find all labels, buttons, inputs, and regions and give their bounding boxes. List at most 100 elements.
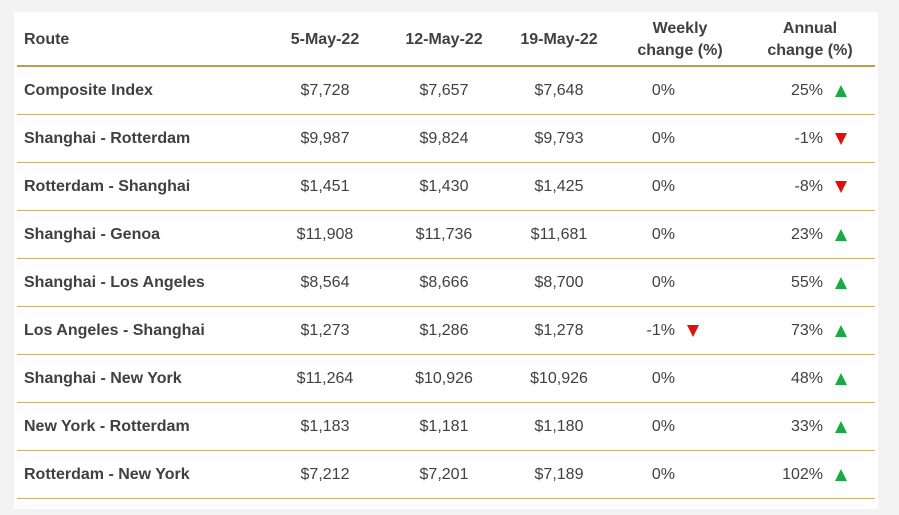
table-row: Rotterdam - New York $7,212 $7,201 $7,189 0%…	[17, 450, 875, 499]
change-value: 0%	[651, 177, 675, 195]
arrow-down-icon	[833, 180, 849, 193]
header-annual-label: Annual change (%)	[767, 20, 853, 59]
weekly-change-cell: 0%	[615, 354, 745, 403]
header-annual-change: Annual change (%)	[745, 15, 875, 67]
arrow-up-icon	[833, 420, 849, 433]
table-row: Shanghai - New York $11,264 $10,926 $10,926…	[17, 354, 875, 403]
table-row: Los Angeles - Shanghai $1,273 $1,286 $1,278…	[17, 306, 875, 355]
price-cell-date-3: $1,425	[503, 162, 615, 211]
annual-change-cell: 48%	[745, 354, 875, 403]
change-value: -1%	[646, 321, 675, 339]
price-cell-date-3: $11,681	[503, 210, 615, 259]
change-value-group: 25%	[745, 82, 849, 100]
change-value: 55%	[790, 273, 823, 291]
route-cell: Shanghai - Rotterdam	[17, 114, 265, 163]
route-cell: Shanghai - Genoa	[17, 210, 265, 259]
table-row: Composite Index $7,728 $7,657 $7,648 0% 25%	[17, 66, 875, 115]
route-cell: Shanghai - Los Angeles	[17, 258, 265, 307]
price-cell-date-1: $7,212	[265, 450, 385, 499]
header-weekly-change: Weekly change (%)	[615, 15, 745, 67]
annual-change-cell: 23%	[745, 210, 875, 259]
weekly-change-cell: 0%	[615, 450, 745, 499]
route-cell: New York - Rotterdam	[17, 402, 265, 451]
change-value: 0%	[651, 417, 675, 435]
price-cell-date-2: $8,666	[385, 258, 503, 307]
arrow-up-icon	[833, 324, 849, 337]
price-cell-date-1: $1,183	[265, 402, 385, 451]
price-cell-date-3: $7,189	[503, 450, 615, 499]
table-row: Shanghai - Rotterdam $9,987 $9,824 $9,793 0%…	[17, 114, 875, 163]
annual-change-cell: 73%	[745, 306, 875, 355]
arrow-up-icon	[833, 372, 849, 385]
annual-change-cell: 55%	[745, 258, 875, 307]
table-row: Shanghai - Los Angeles $8,564 $8,666 $8,700…	[17, 258, 875, 307]
change-value: 0%	[651, 273, 675, 291]
price-cell-date-2: $10,926	[385, 354, 503, 403]
price-cell-date-1: $8,564	[265, 258, 385, 307]
change-value-group: 0%	[615, 274, 701, 292]
weekly-change-cell: 0%	[615, 66, 745, 115]
price-cell-date-2: $1,181	[385, 402, 503, 451]
arrow-down-icon	[833, 132, 849, 145]
header-weekly-label: Weekly change (%)	[637, 20, 723, 59]
weekly-change-cell: -1%	[615, 306, 745, 355]
change-value: 25%	[790, 81, 823, 99]
change-value: 73%	[790, 321, 823, 339]
price-cell-date-1: $7,728	[265, 66, 385, 115]
annual-change-cell: -8%	[745, 162, 875, 211]
change-value-group: 0%	[615, 82, 701, 100]
change-value-group: -8%	[745, 178, 849, 196]
price-cell-date-3: $10,926	[503, 354, 615, 403]
price-cell-date-3: $8,700	[503, 258, 615, 307]
change-value: -8%	[794, 177, 823, 195]
change-value-group: 0%	[615, 466, 701, 484]
arrow-up-icon	[833, 228, 849, 241]
weekly-change-cell: 0%	[615, 258, 745, 307]
price-cell-date-3: $1,278	[503, 306, 615, 355]
rates-table-card: Route 5-May-22 12-May-22 19-May-22 Weekl…	[14, 12, 878, 509]
price-cell-date-1: $11,264	[265, 354, 385, 403]
route-cell: Shanghai - New York	[17, 354, 265, 403]
route-cell: Composite Index	[17, 66, 265, 115]
change-value-group: 0%	[615, 418, 701, 436]
annual-change-cell: -1%	[745, 114, 875, 163]
price-cell-date-2: $1,430	[385, 162, 503, 211]
header-route: Route	[17, 15, 265, 67]
route-cell: Rotterdam - New York	[17, 450, 265, 499]
annual-change-cell: 33%	[745, 402, 875, 451]
change-value-group: -1%	[745, 130, 849, 148]
change-value-group: 0%	[615, 226, 701, 244]
change-value-group: -1%	[615, 322, 701, 340]
change-value-group: 48%	[745, 370, 849, 388]
arrow-down-icon	[685, 324, 701, 337]
price-cell-date-2: $7,657	[385, 66, 503, 115]
change-value: 23%	[790, 225, 823, 243]
price-cell-date-2: $11,736	[385, 210, 503, 259]
price-cell-date-1: $1,273	[265, 306, 385, 355]
table-row: Shanghai - Genoa $11,908 $11,736 $11,681 0% 2…	[17, 210, 875, 259]
header-date-1: 5-May-22	[265, 15, 385, 67]
price-cell-date-3: $9,793	[503, 114, 615, 163]
route-cell: Los Angeles - Shanghai	[17, 306, 265, 355]
annual-change-cell: 102%	[745, 450, 875, 499]
change-value-group: 0%	[615, 370, 701, 388]
change-value-group: 23%	[745, 226, 849, 244]
price-cell-date-2: $9,824	[385, 114, 503, 163]
change-value: 102%	[782, 465, 823, 483]
change-value-group: 0%	[615, 130, 701, 148]
header-date-2: 12-May-22	[385, 15, 503, 67]
table-row: Rotterdam - Shanghai $1,451 $1,430 $1,425 0%…	[17, 162, 875, 211]
arrow-up-icon	[833, 84, 849, 97]
weekly-change-cell: 0%	[615, 210, 745, 259]
freight-rates-table: Route 5-May-22 12-May-22 19-May-22 Weekl…	[17, 15, 875, 499]
change-value-group: 55%	[745, 274, 849, 292]
price-cell-date-2: $7,201	[385, 450, 503, 499]
price-cell-date-1: $1,451	[265, 162, 385, 211]
header-date-3: 19-May-22	[503, 15, 615, 67]
price-cell-date-3: $7,648	[503, 66, 615, 115]
change-value: 0%	[651, 129, 675, 147]
price-cell-date-1: $9,987	[265, 114, 385, 163]
change-value-group: 73%	[745, 322, 849, 340]
weekly-change-cell: 0%	[615, 402, 745, 451]
change-value: 48%	[790, 369, 823, 387]
